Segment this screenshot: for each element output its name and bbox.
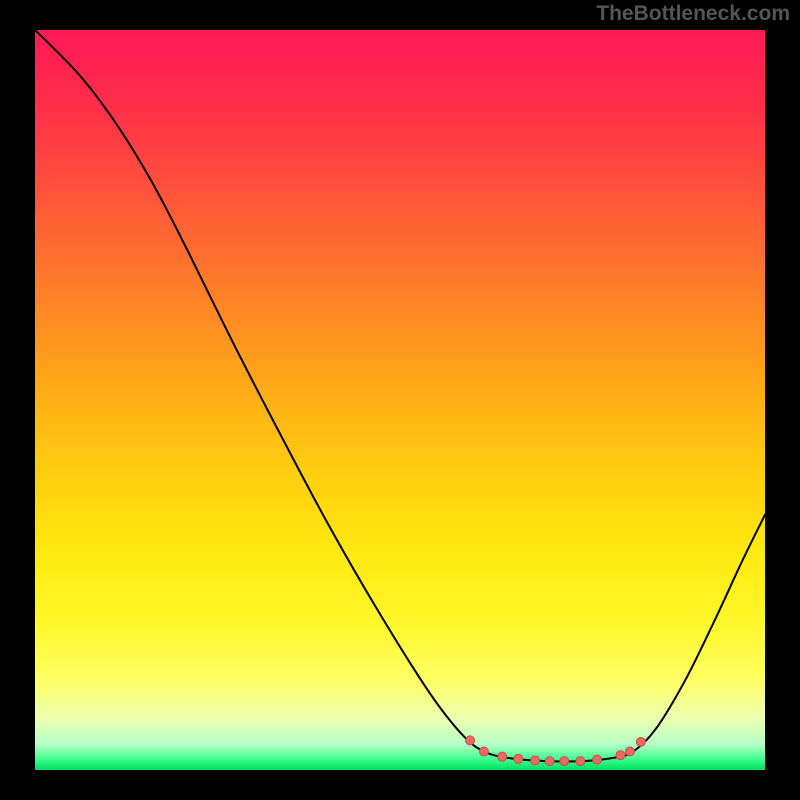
bottleneck-curve [35,30,765,761]
data-marker [531,756,540,765]
data-marker [616,751,625,760]
data-marker [625,747,634,756]
data-marker [560,757,569,766]
curve-overlay [35,30,765,770]
data-marker [479,747,488,756]
data-marker [545,757,554,766]
data-marker [593,755,602,764]
data-marker [636,737,645,746]
data-marker [466,736,475,745]
data-marker [498,752,507,761]
data-marker [576,757,585,766]
watermark-label: TheBottleneck.com [596,2,790,26]
data-marker [514,754,523,763]
chart-container: TheBottleneck.com [0,0,800,800]
